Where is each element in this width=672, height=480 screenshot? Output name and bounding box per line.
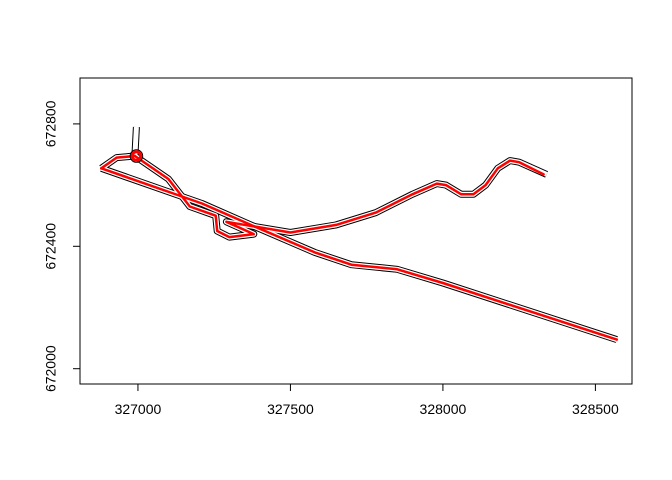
x-axis: 327000 327500 328000 328500 xyxy=(115,383,619,417)
buffer-fill-1 xyxy=(99,126,139,171)
buffer-fill-2 xyxy=(133,153,548,240)
plot-frame xyxy=(79,77,633,385)
route-line-3 xyxy=(100,167,619,341)
y-tick-label-0: 672000 xyxy=(43,345,59,392)
x-tick-label-3: 328500 xyxy=(572,401,619,417)
route-line-4 xyxy=(100,154,137,170)
route-circle-outline-0 xyxy=(129,149,144,163)
x-tick-label-2: 328000 xyxy=(420,401,467,417)
y-tick-label-2: 672800 xyxy=(43,100,59,147)
route-line-5 xyxy=(133,154,545,239)
y-tick-label-1: 672400 xyxy=(43,223,59,270)
x-tick-label-1: 327500 xyxy=(267,401,314,417)
x-tick-label-0: 327000 xyxy=(115,401,162,417)
plot-lines xyxy=(99,126,619,343)
route-circle-0 xyxy=(130,150,143,162)
y-axis: 672000 672400 672800 xyxy=(43,100,81,392)
